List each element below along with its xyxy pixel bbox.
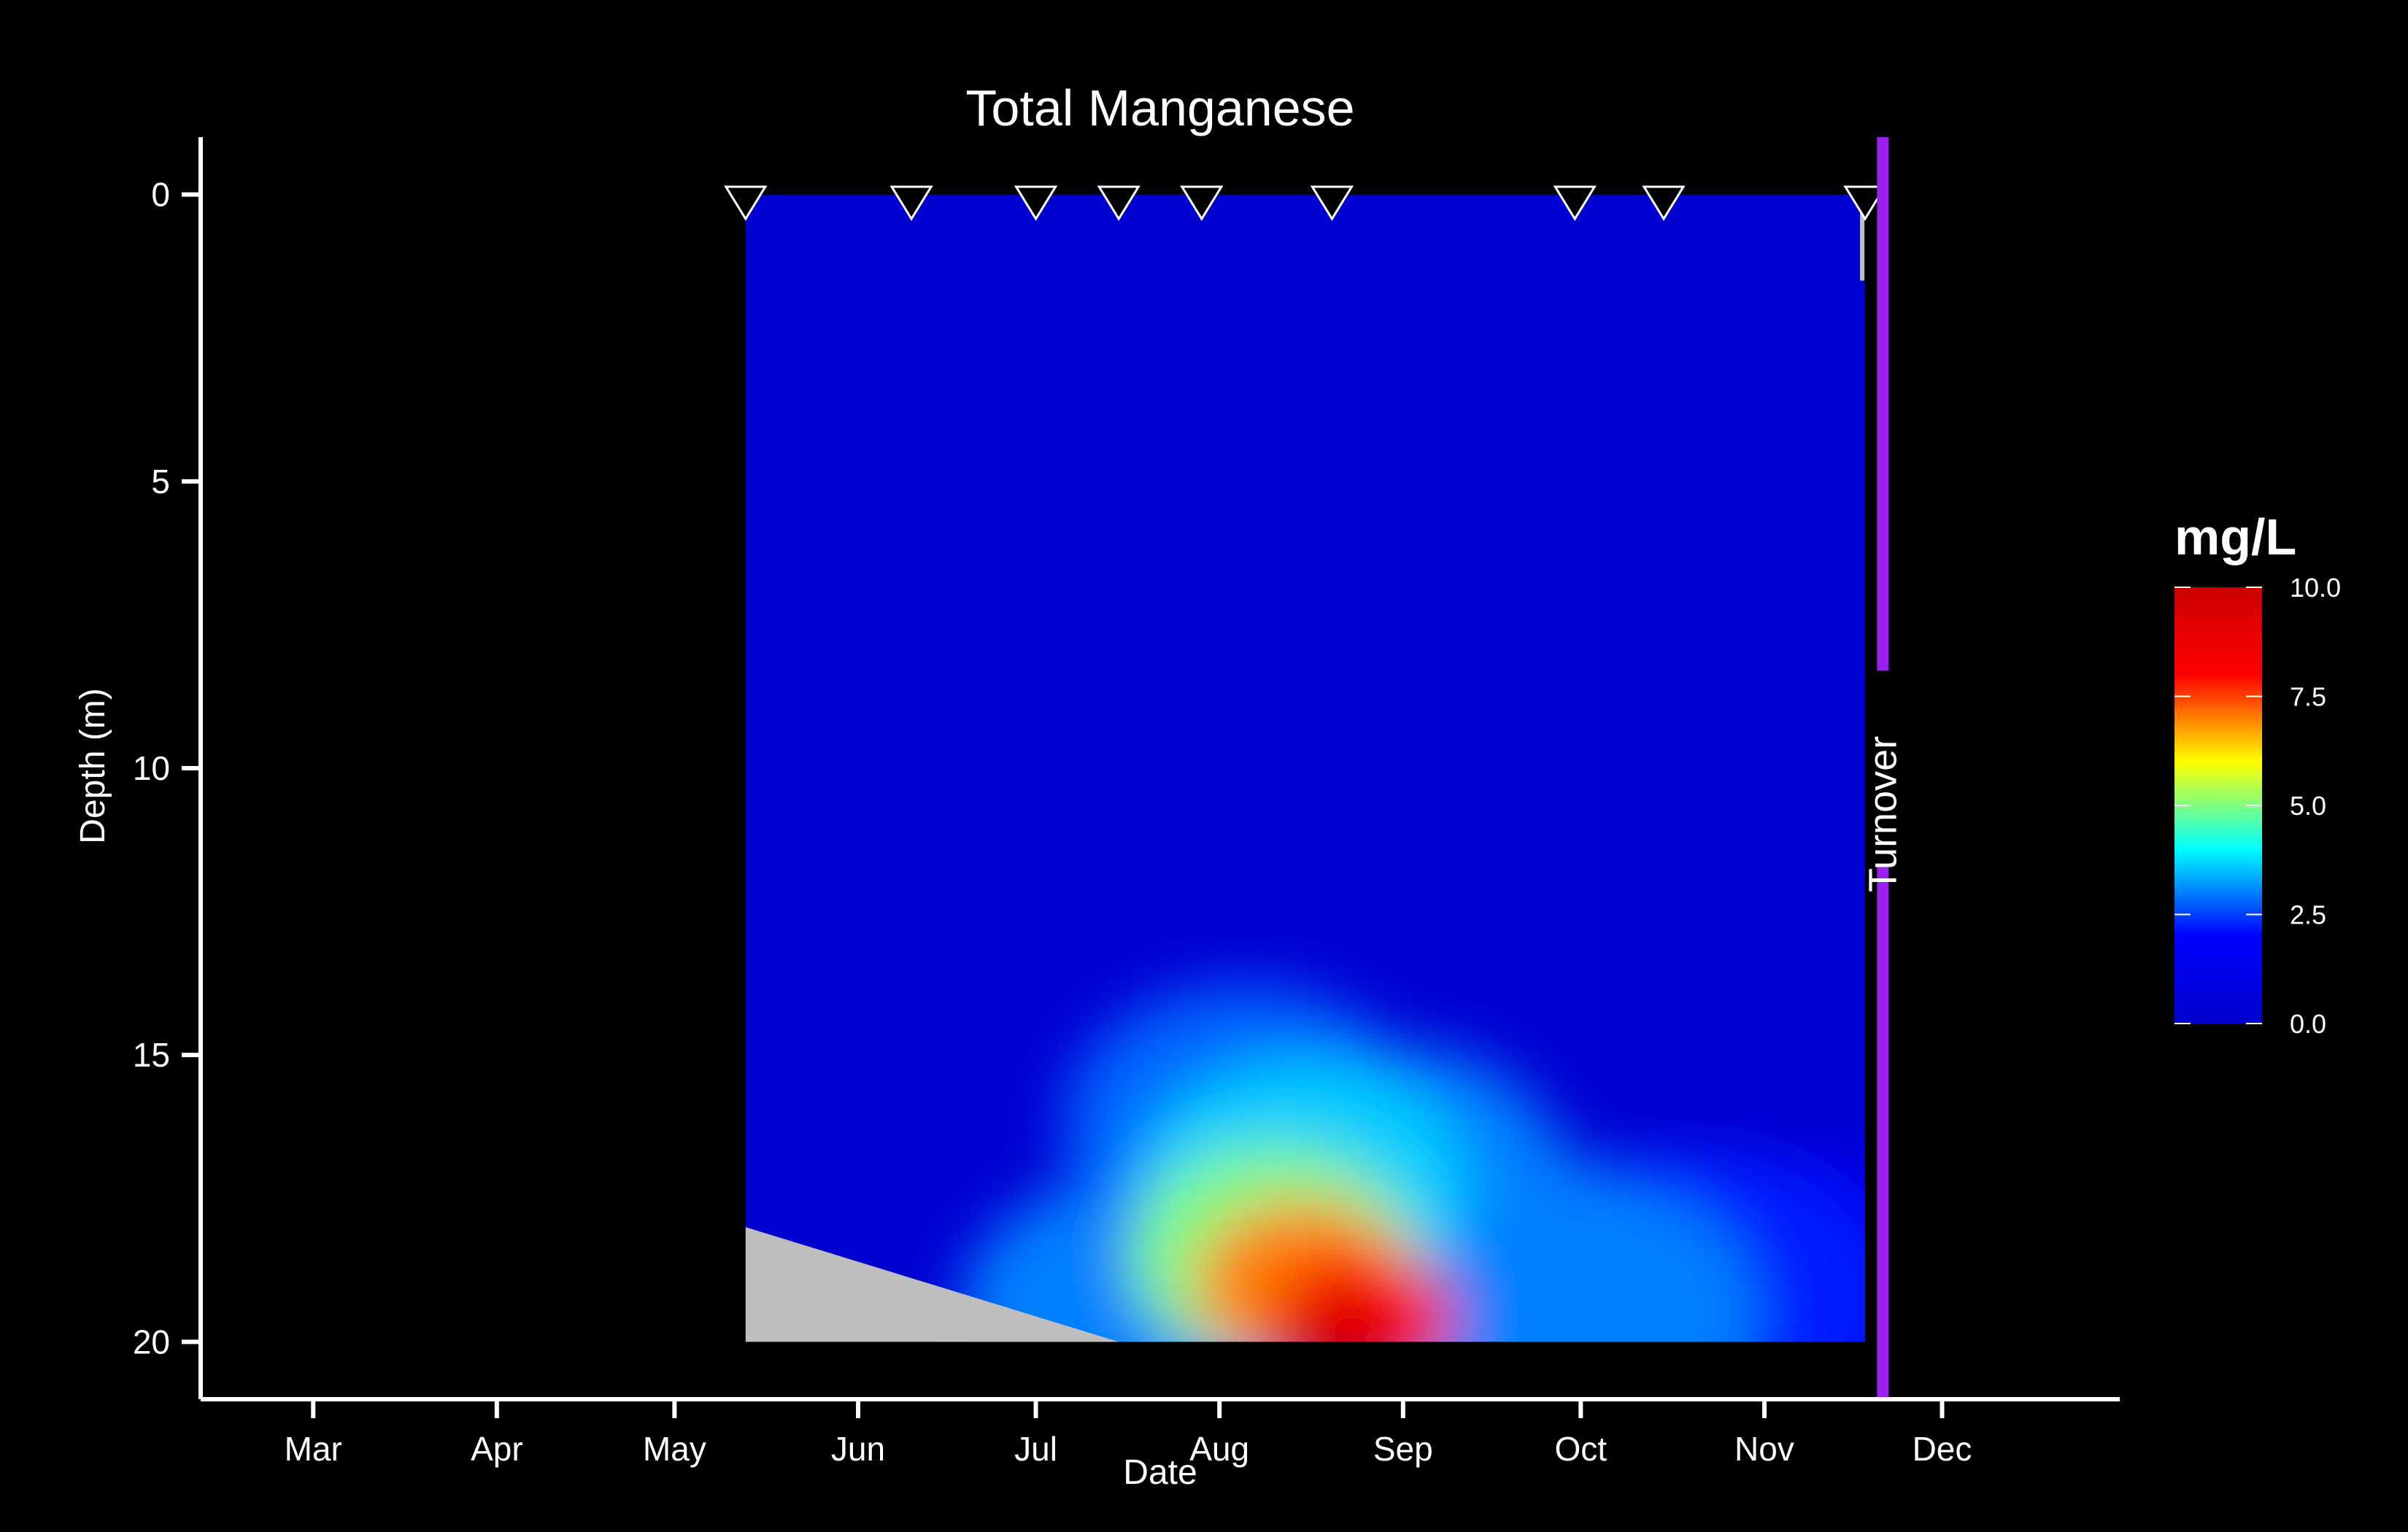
sample-marker-5	[1310, 185, 1354, 221]
turnover-label: Turnover	[1861, 736, 1905, 892]
sample-marker-2	[1014, 185, 1058, 221]
heatmap-cell-11	[1268, 1293, 1396, 1342]
x-tick-label-1: Apr	[471, 1430, 523, 1468]
sample-marker-3	[1097, 185, 1141, 221]
x-tick-label-9: Dec	[1913, 1430, 1972, 1468]
heatmap-field	[745, 194, 1865, 1342]
sample-marker-7	[1642, 185, 1686, 221]
colorbar-tick-label-4: 10.0	[2290, 573, 2341, 603]
heatmap-cell-5	[1404, 1177, 1758, 1342]
x-tick-label-6: Sep	[1373, 1430, 1433, 1468]
chart-title: Total Manganese	[965, 80, 1354, 136]
x-tick-label-7: Oct	[1555, 1430, 1608, 1468]
x-tick-label-2: May	[643, 1430, 706, 1468]
x-axis-label: Date	[1123, 1453, 1197, 1492]
y-axis-label: Depth (m)	[74, 688, 112, 843]
colorbar-tick-label-1: 2.5	[2290, 900, 2326, 930]
sediment-polygon	[745, 1227, 1119, 1342]
y-tick-label-4: 20	[133, 1323, 170, 1361]
colorbar-tick-label-2: 5.0	[2290, 791, 2326, 821]
colorbar-tick-label-3: 7.5	[2290, 682, 2326, 712]
y-tick-label-3: 15	[133, 1036, 170, 1074]
sample-marker-8	[1843, 185, 1887, 221]
x-tick-label-4: Jul	[1014, 1430, 1057, 1468]
x-axis-ticks: Mar Apr May Jun Jul Aug Sep Oct Nov Dec	[285, 1399, 1972, 1468]
y-axis-ticks: 0 5 10 15 20	[133, 176, 201, 1361]
colorbar: mg/L 0.0 2.5 5.0 7.5 10.0	[2174, 508, 2341, 1039]
colorbar-title: mg/L	[2174, 508, 2296, 565]
x-tick-label-0: Mar	[285, 1430, 342, 1468]
sample-marker-4	[1180, 185, 1224, 221]
y-tick-label-1: 5	[151, 463, 170, 500]
turnover-marker: Turnover	[1861, 137, 1905, 1399]
x-tick-label-3: Jun	[831, 1430, 885, 1468]
y-tick-label-2: 10	[133, 749, 170, 787]
colorbar-tick-label-0: 0.0	[2290, 1009, 2326, 1039]
sample-marker-0	[724, 185, 768, 221]
x-tick-label-8: Nov	[1734, 1430, 1794, 1468]
sample-marker-1	[890, 185, 933, 221]
sample-marker-6	[1553, 185, 1597, 221]
y-tick-label-0: 0	[151, 176, 170, 214]
x-tick-label-5: Aug	[1189, 1430, 1249, 1468]
turnover-label-background	[1874, 670, 1892, 866]
